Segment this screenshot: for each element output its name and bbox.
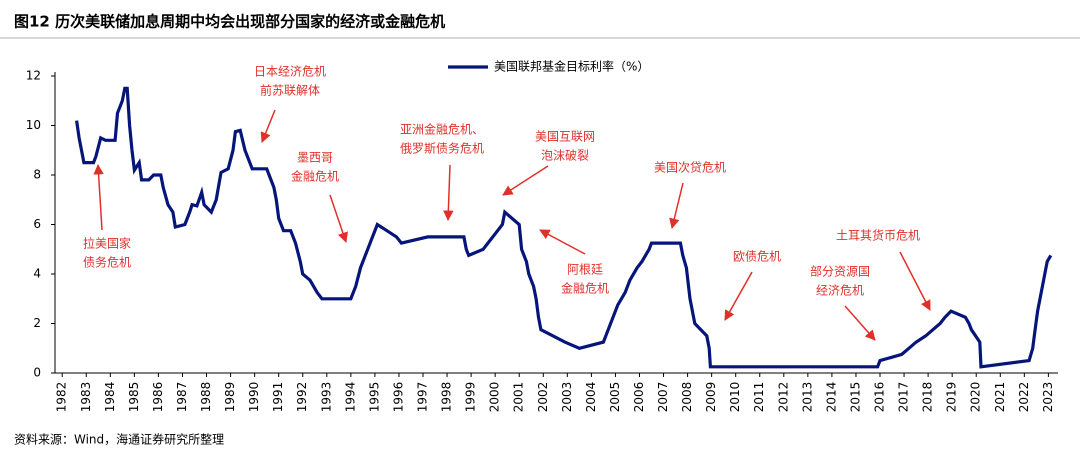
x-tick-label: 2008	[680, 382, 694, 413]
x-tick-label: 2015	[848, 382, 862, 413]
x-tick-label: 2017	[897, 382, 911, 413]
x-tick-label: 1986	[151, 382, 165, 413]
series-line	[75, 86, 1053, 369]
x-tick-label: 2019	[945, 382, 959, 413]
x-tick-label: 1995	[367, 382, 381, 413]
annotation: 债务危机	[83, 255, 131, 270]
x-tick-label: 2022	[1017, 382, 1031, 413]
annotation: 泡沫破裂	[541, 148, 589, 163]
x-tick-label: 2004	[584, 382, 598, 413]
annotation-arrow	[260, 109, 276, 143]
x-tick-label: 2014	[824, 382, 838, 413]
annotation: 拉美国家	[83, 236, 131, 251]
x-tick-label: 1987	[175, 382, 189, 413]
annotation-arrow	[502, 165, 549, 196]
annotation: 欧债危机	[733, 250, 781, 264]
x-tick-label: 1994	[343, 382, 357, 413]
x-tick-label: 1999	[464, 382, 478, 413]
x-tick-label: 2007	[656, 382, 670, 413]
x-tick-label: 1983	[79, 382, 93, 413]
x-tick-label: 2013	[800, 382, 814, 413]
x-tick-label: 2023	[1041, 382, 1055, 413]
x-tick-label: 2010	[728, 382, 742, 413]
annotation-arrow	[93, 163, 104, 231]
x-tick-label: 2001	[512, 382, 526, 413]
y-tick-label: 2	[33, 316, 41, 330]
source: 资料来源：Wind，海通证券研究所整理	[14, 432, 224, 447]
x-tick-label: 1984	[103, 382, 117, 413]
annotation: 阿根廷	[567, 263, 603, 277]
annotation: 墨西哥	[297, 151, 333, 165]
x-tick-label: 2003	[560, 382, 574, 413]
x-tick-label: 1998	[440, 382, 454, 413]
y-tick-label: 8	[33, 168, 41, 182]
x-tick-label: 1992	[295, 382, 309, 413]
annotation-arrow	[329, 194, 348, 243]
x-tick-label: 2021	[993, 382, 1007, 413]
annotation: 土耳其货币危机	[836, 228, 920, 243]
x-tick-label: 2006	[632, 382, 646, 413]
x-tick-label: 1991	[271, 382, 285, 413]
annotation-arrow	[443, 164, 454, 222]
x-tick-label: 1989	[223, 382, 237, 413]
x-tick-label: 2016	[873, 382, 887, 413]
annotation-arrow	[724, 271, 753, 321]
annotation: 日本经济危机	[254, 64, 326, 79]
annotation: 金融危机	[291, 169, 339, 184]
y-tick-label: 12	[26, 69, 41, 83]
x-tick-label: 2000	[488, 382, 502, 413]
annotation-arrow	[539, 229, 586, 255]
x-tick-label: 2012	[776, 382, 790, 413]
annotation-arrow	[669, 182, 684, 230]
chart-title: 图12 历次美联储加息周期中均会出现部分国家的经济或金融危机	[14, 13, 445, 31]
x-tick-label: 1996	[391, 382, 405, 413]
annotation: 亚洲金融危机、	[400, 122, 484, 137]
annotation: 美国互联网	[535, 130, 595, 144]
x-tick-label: 2009	[704, 382, 718, 413]
x-tick-label: 2020	[969, 382, 983, 413]
x-tick-label: 2002	[536, 382, 550, 413]
annotation: 美国次贷危机	[654, 161, 726, 175]
annotation: 部分资源国	[810, 264, 870, 279]
legend-label: 美国联邦基金目标利率（%）	[494, 59, 649, 74]
x-tick-label: 2005	[608, 382, 622, 413]
y-tick-label: 0	[33, 366, 41, 380]
annotation: 金融危机	[561, 281, 609, 296]
annotation: 经济危机	[816, 283, 864, 298]
y-tick-label: 10	[26, 118, 41, 132]
x-tick-label: 1997	[416, 382, 430, 413]
annotation: 前苏联解体	[260, 83, 320, 98]
x-tick-label: 1985	[127, 382, 141, 413]
x-tick-label: 1990	[247, 382, 261, 413]
annotation-arrow	[899, 251, 931, 311]
y-tick-label: 4	[33, 267, 41, 281]
x-tick-label: 1982	[55, 382, 69, 413]
annotation: 俄罗斯债务危机	[400, 141, 484, 156]
x-tick-label: 1993	[319, 382, 333, 413]
annotation-arrow	[844, 305, 876, 341]
x-tick-label: 2011	[752, 382, 766, 413]
y-tick-label: 6	[33, 217, 41, 231]
x-tick-label: 1988	[199, 382, 213, 413]
x-tick-label: 2018	[921, 382, 935, 413]
